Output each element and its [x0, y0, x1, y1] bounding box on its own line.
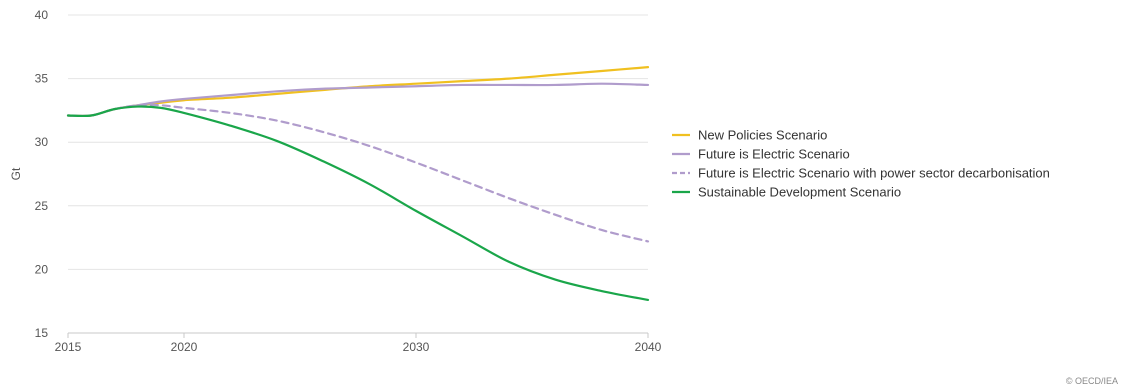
y-tick-label-20: 20: [35, 262, 49, 276]
y-tick-label-25: 25: [35, 199, 49, 213]
series-line-2: [66, 103, 650, 243]
x-tick-label-2020: 2020: [171, 340, 198, 354]
legend-label-0[interactable]: New Policies Scenario: [698, 128, 827, 143]
x-tick-label-2040: 2040: [635, 340, 662, 354]
axes: 15 20 25 30 35 40 2015 2020 2030 2040: [35, 8, 662, 354]
y-tick-label-40: 40: [35, 8, 49, 22]
x-tick-label-2015: 2015: [55, 340, 82, 354]
legend-label-1[interactable]: Future is Electric Scenario: [698, 147, 850, 162]
y-tick-label-15: 15: [35, 326, 49, 340]
series-lines: [66, 66, 650, 302]
x-tick-label-2030: 2030: [403, 340, 430, 354]
series-line-3: [66, 105, 650, 302]
y-axis-title: Gt: [9, 167, 23, 180]
legend-label-2[interactable]: Future is Electric Scenario with power s…: [698, 166, 1050, 181]
legend: New Policies Scenario Future is Electric …: [672, 128, 1050, 200]
series-line-0: [66, 66, 650, 118]
legend-label-3[interactable]: Sustainable Development Scenario: [698, 185, 901, 200]
source-credit: © OECD/IEA: [1066, 376, 1118, 386]
y-tick-label-35: 35: [35, 72, 49, 86]
series-line-1: [66, 82, 650, 118]
y-tick-label-30: 30: [35, 135, 49, 149]
